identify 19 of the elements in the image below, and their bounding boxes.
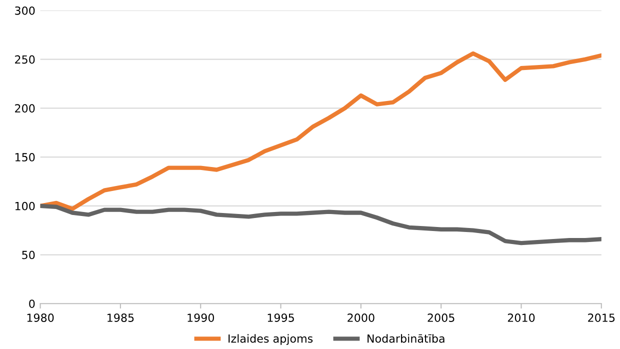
- x-tick-label: 2015: [588, 314, 615, 322]
- legend-label: Izlaides apjoms: [228, 334, 313, 345]
- y-tick-label: 200: [15, 104, 35, 113]
- x-tick-label: 2010: [508, 314, 535, 322]
- y-tick-label: 150: [15, 153, 35, 162]
- line-series: [40, 204, 602, 246]
- y-tick-label: 300: [15, 6, 35, 15]
- y-tick-label: 100: [15, 202, 35, 210]
- x-tick-label: 2000: [348, 314, 374, 322]
- legend-label: Nodarbinātība: [368, 334, 444, 343]
- y-tick-label: 50: [22, 250, 35, 260]
- line-series: [40, 51, 602, 211]
- x-tick-label: 2005: [428, 314, 454, 322]
- x-tick-label: 1985: [108, 314, 134, 322]
- x-tick-label: 1980: [27, 314, 54, 322]
- x-tick-label: 1990: [188, 314, 214, 322]
- x-tick-label: 1995: [268, 314, 294, 322]
- y-tick-label: 0: [29, 300, 35, 308]
- y-tick-label: 250: [15, 55, 35, 64]
